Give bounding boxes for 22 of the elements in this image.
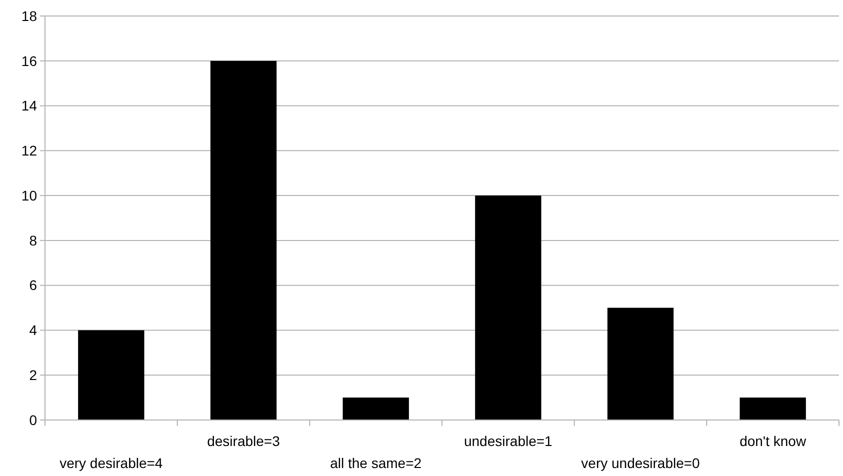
bar <box>740 398 806 420</box>
y-tick-label: 4 <box>29 322 38 338</box>
bar <box>78 330 144 420</box>
y-tick-label: 8 <box>29 232 38 248</box>
x-tick-label: very desirable=4 <box>60 455 163 471</box>
y-tick-label: 12 <box>21 142 38 159</box>
x-tick-label: all the same=2 <box>330 455 422 471</box>
y-tick-label: 18 <box>21 8 38 24</box>
x-tick-label: desirable=3 <box>207 433 280 449</box>
y-tick-label: 2 <box>29 367 38 384</box>
y-tick-label: 6 <box>29 277 38 294</box>
x-tick-label: undesirable=1 <box>464 433 553 449</box>
bar <box>607 308 674 420</box>
y-tick-label: 14 <box>21 98 38 114</box>
y-tick-label: 16 <box>21 52 38 69</box>
y-tick-label: 0 <box>29 412 38 428</box>
x-tick-label: don't know <box>740 433 807 449</box>
x-tick-label: very undesirable=0 <box>581 455 700 471</box>
bar <box>342 398 409 420</box>
y-tick-label: 10 <box>21 187 38 204</box>
bar <box>210 60 277 420</box>
bar <box>475 196 542 420</box>
